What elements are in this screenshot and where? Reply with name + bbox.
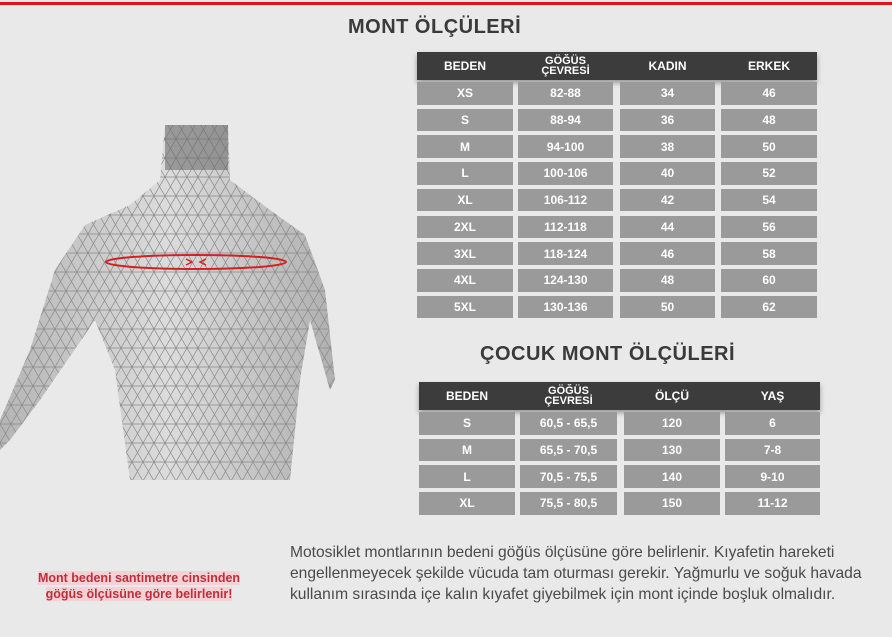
table-cell: 75,5 - 80,5 <box>520 492 617 515</box>
table-cell: 120 <box>624 412 720 435</box>
table-cell: 11-12 <box>725 492 820 515</box>
table-cell: 50 <box>721 135 817 159</box>
table-cell: 36 <box>620 108 715 132</box>
table-cell: 70,5 - 75,5 <box>520 465 617 489</box>
table-cell: 9-10 <box>725 465 820 489</box>
header-cell: ERKEK <box>747 59 790 73</box>
table-cell: L <box>419 465 515 489</box>
size-note-line2: göğüs ölçüsüne göre belirlenir! <box>45 587 233 601</box>
table-cell: 65,5 - 70,5 <box>520 438 617 462</box>
table-header: BEDEN GÖĞÜS ÇEVRESİ KADIN ERKEK <box>417 52 817 80</box>
measurement-arrows-icon <box>185 258 207 266</box>
table-cell: XS <box>417 82 513 105</box>
table-cell: 150 <box>624 492 720 515</box>
table-cell: 4XL <box>417 268 513 292</box>
header-cell: ÖLÇÜ <box>655 389 689 403</box>
table-cell: 58 <box>721 242 817 265</box>
table-cell: L <box>417 162 513 185</box>
table-cell: 60,5 - 65,5 <box>520 412 617 435</box>
table-cell: 3XL <box>417 242 513 265</box>
header-cell: YAŞ <box>760 389 785 403</box>
body-measurement-illustration <box>0 125 335 480</box>
table-cell: 62 <box>721 295 817 319</box>
table-cell: 48 <box>620 268 715 292</box>
table-cell: 106-112 <box>518 188 613 212</box>
header-cell: GÖĞÜS ÇEVRESİ <box>541 55 590 77</box>
table-cell: 118-124 <box>518 242 613 265</box>
table-cell: 54 <box>721 188 817 212</box>
header-cell: BEDEN <box>445 389 488 403</box>
table-cell: 60 <box>721 268 817 292</box>
torso-shape <box>0 125 335 480</box>
table-cell: 94-100 <box>518 135 613 159</box>
table-cell: 38 <box>620 135 715 159</box>
table-cell: 46 <box>620 242 715 265</box>
chest-measurement-ellipse <box>105 254 287 270</box>
table-cell: 2XL <box>417 215 513 239</box>
header-cell: BEDEN <box>443 59 486 73</box>
table-cell: 140 <box>624 465 720 489</box>
table-cell: 48 <box>721 108 817 132</box>
description-paragraph: Motosiklet montlarının bedeni göğüs ölçü… <box>290 544 862 603</box>
table-cell: S <box>417 108 513 132</box>
top-accent-bar <box>0 0 892 5</box>
table-cell: 56 <box>721 215 817 239</box>
table-cell: M <box>417 135 513 159</box>
table-cell: 6 <box>725 412 820 435</box>
table-cell: 100-106 <box>518 162 613 185</box>
table-cell: 112-118 <box>518 215 613 239</box>
header-cell: GÖĞÜS ÇEVRESİ <box>544 385 593 407</box>
child-mont-sizes-title: ÇOCUK MONT ÖLÇÜLERİ <box>480 343 736 365</box>
table-cell: XL <box>419 492 515 515</box>
table-cell: M <box>419 438 515 462</box>
table-cell: 130 <box>624 438 720 462</box>
size-note: Mont bedeni santimetre cinsinden göğüs ö… <box>20 570 258 602</box>
mont-sizes-title: MONT ÖLÇÜLERİ <box>348 16 522 38</box>
table-cell: 82-88 <box>518 82 613 105</box>
table-cell: 44 <box>620 215 715 239</box>
table-cell: 50 <box>620 295 715 319</box>
table-cell: 124-130 <box>518 268 613 292</box>
table-cell: 40 <box>620 162 715 185</box>
table-header: BEDEN GÖĞÜS ÇEVRESİ ÖLÇÜ YAŞ <box>419 382 820 410</box>
header-cell: KADIN <box>648 59 687 73</box>
table-cell: 5XL <box>417 295 513 319</box>
table-cell: 34 <box>620 82 715 105</box>
table-cell: 42 <box>620 188 715 212</box>
table-cell: 52 <box>721 162 817 185</box>
table-cell: 130-136 <box>518 295 613 319</box>
table-cell: S <box>419 412 515 435</box>
table-cell: 46 <box>721 82 817 105</box>
size-note-line1: Mont bedeni santimetre cinsinden <box>37 571 241 585</box>
table-cell: 7-8 <box>725 438 820 462</box>
table-cell: 88-94 <box>518 108 613 132</box>
table-cell: XL <box>417 188 513 212</box>
